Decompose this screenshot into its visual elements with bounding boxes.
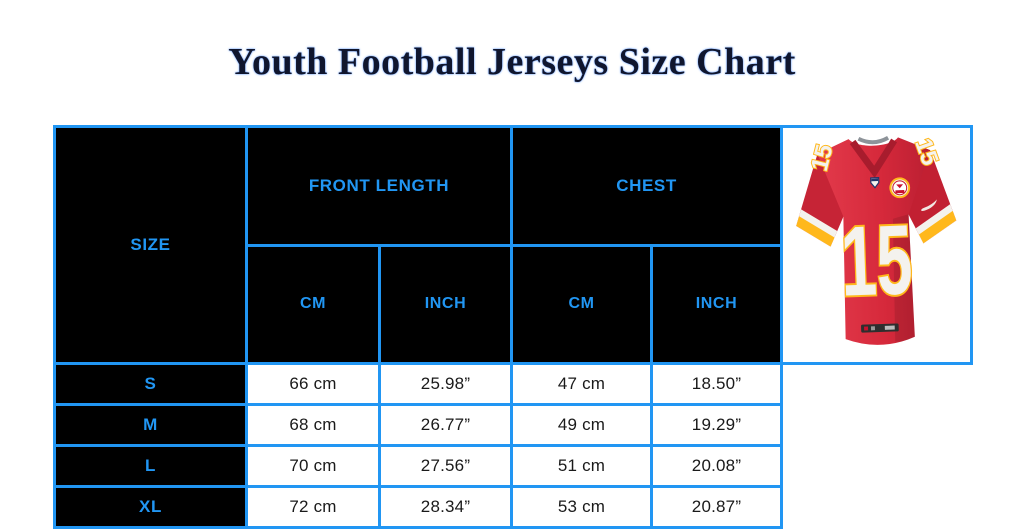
front-length-inch-l: 27.56” bbox=[378, 444, 513, 488]
chest-inch-s: 18.50” bbox=[650, 362, 783, 406]
jock-tag bbox=[860, 323, 899, 333]
jersey-photo-cell: 15 15 15 bbox=[780, 125, 973, 365]
nfl-shield-icon bbox=[869, 177, 879, 189]
table-row-l: L 70 cm 27.56” 51 cm 20.08” bbox=[53, 444, 972, 488]
chest-cm-xl: 53 cm bbox=[510, 485, 653, 529]
column-header-front-cm: CM bbox=[245, 243, 381, 365]
front-length-inch-s: 25.98” bbox=[378, 362, 513, 406]
collar-inner-band bbox=[857, 135, 889, 145]
jersey-collar bbox=[849, 138, 897, 179]
chest-inch-m: 19.29” bbox=[650, 403, 783, 447]
column-header-chest-inch: INCH bbox=[650, 243, 783, 365]
front-length-cm-l: 70 cm bbox=[245, 444, 381, 488]
column-header-front-inch: INCH bbox=[378, 243, 513, 365]
chest-inch-l: 20.08” bbox=[650, 444, 783, 488]
chest-cm-s: 47 cm bbox=[510, 362, 653, 406]
column-header-size: SIZE bbox=[53, 125, 248, 365]
front-length-cm-m: 68 cm bbox=[245, 403, 381, 447]
nike-swoosh-icon bbox=[920, 199, 937, 211]
size-chart-page: Youth Football Jerseys Size Chart SIZE F… bbox=[53, 41, 973, 529]
row-header-size-xl: XL bbox=[53, 485, 248, 529]
page-title: Youth Football Jerseys Size Chart bbox=[228, 41, 796, 83]
chest-cm-m: 49 cm bbox=[510, 403, 653, 447]
row-header-size-m: M bbox=[53, 403, 248, 447]
chest-cm-l: 51 cm bbox=[510, 444, 653, 488]
front-length-cm-xl: 72 cm bbox=[245, 485, 381, 529]
table-row-s: S 66 cm 25.98” 47 cm 18.50” bbox=[53, 362, 972, 406]
chest-inch-xl: 20.87” bbox=[650, 485, 783, 529]
front-length-cm-s: 66 cm bbox=[245, 362, 381, 406]
table-row-m: M 68 cm 26.77” 49 cm 19.29” bbox=[53, 403, 972, 447]
table-row-xl: XL 72 cm 28.34” 53 cm 20.87” bbox=[53, 485, 972, 529]
size-chart-table: SIZE FRONT LENGTH CHEST bbox=[53, 125, 973, 529]
jersey-side-shadow bbox=[892, 214, 915, 342]
column-header-chest: CHEST bbox=[510, 125, 783, 247]
team-patch-icon bbox=[888, 177, 910, 199]
row-header-size-l: L bbox=[53, 444, 248, 488]
column-header-chest-cm: CM bbox=[510, 243, 653, 365]
front-length-inch-m: 26.77” bbox=[378, 403, 513, 447]
jersey-image: 15 15 15 bbox=[792, 134, 957, 345]
front-length-inch-xl: 28.34” bbox=[378, 485, 513, 529]
column-header-front-length: FRONT LENGTH bbox=[245, 125, 513, 247]
jersey-chest-number: 15 bbox=[839, 203, 914, 316]
row-header-size-s: S bbox=[53, 362, 248, 406]
